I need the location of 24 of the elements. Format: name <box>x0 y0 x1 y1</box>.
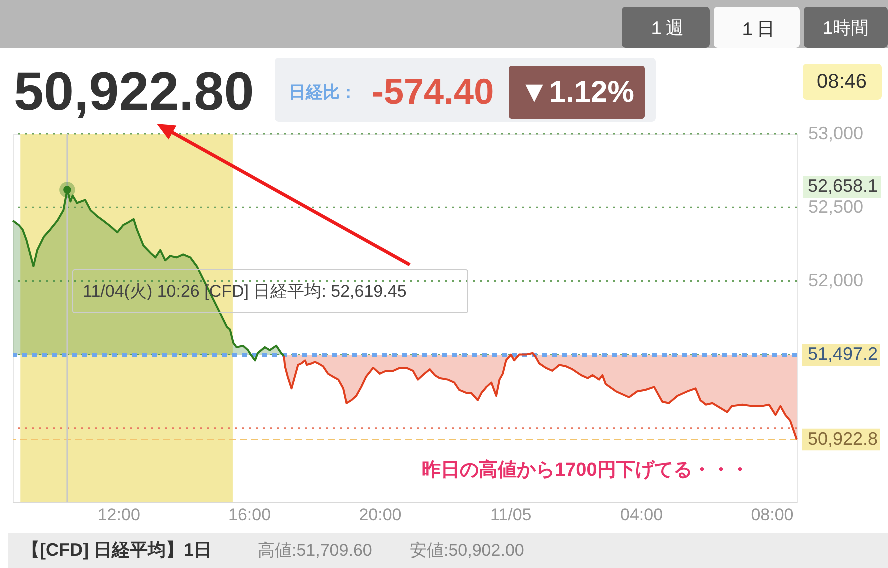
y-tick-label: 52,500 <box>808 197 864 218</box>
y-tick-label: 53,000 <box>808 124 864 144</box>
x-tick-label: 16:00 <box>228 506 272 524</box>
text: 安値:50,902.00 <box>410 541 524 560</box>
x-tick-label: 12:00 <box>98 506 140 524</box>
text: 52,658.1 <box>808 176 878 196</box>
text: 08:46 <box>816 71 868 93</box>
text: 日経比： <box>289 83 357 102</box>
ref-line-label: 51,497.2 <box>808 344 878 364</box>
x-tick-label: 20:00 <box>359 506 402 524</box>
x-tick-label: 08:00 <box>751 506 794 524</box>
text: 高値:51,709.60 <box>258 541 372 560</box>
text: 1時間 <box>822 18 870 38</box>
x-tick-label: 11/05 <box>490 506 532 524</box>
text: ▼1.12% <box>520 76 634 109</box>
annotation: 昨日の高値から1700円下げてる・・・ <box>422 459 750 481</box>
y-tick-label: 52,000 <box>808 270 864 291</box>
text: １日 <box>739 19 775 39</box>
text: 【[CFD] 日経平均】1日 <box>22 540 212 560</box>
text: 50,922.80 <box>14 62 254 122</box>
ref-line-label: 50,922.8 <box>808 428 878 449</box>
text: -574.40 <box>372 71 494 112</box>
text: １週 <box>648 18 684 38</box>
x-tick-label: 04:00 <box>620 506 664 524</box>
